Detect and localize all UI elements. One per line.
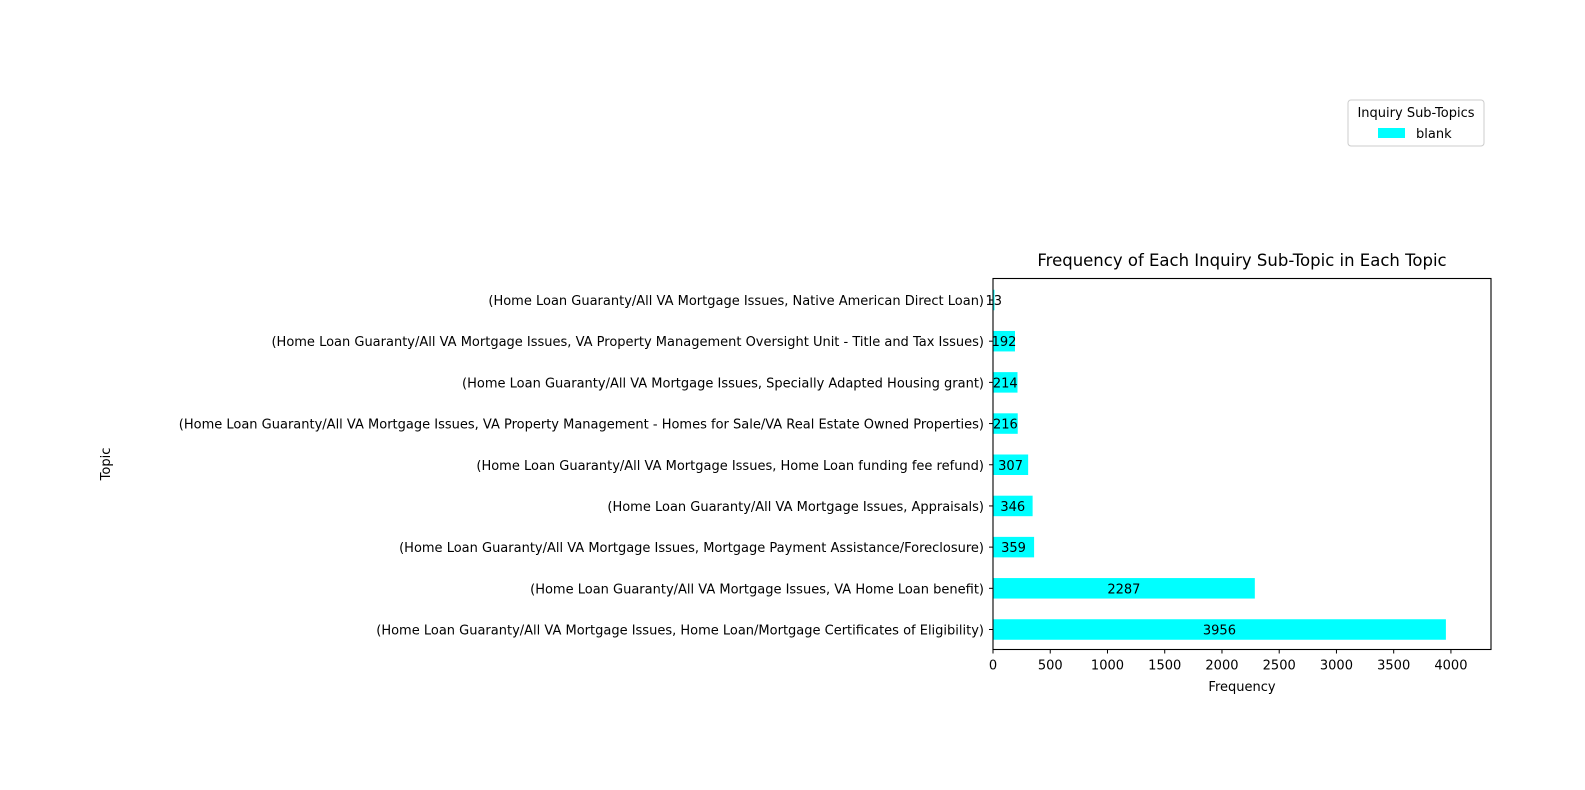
y-tick-label: (Home Loan Guaranty/All VA Mortgage Issu…	[530, 582, 984, 597]
y-tick-label: (Home Loan Guaranty/All VA Mortgage Issu…	[179, 418, 984, 433]
x-tick-label: 1500	[1148, 659, 1181, 674]
bar	[993, 372, 1018, 393]
x-tick-label: 500	[1038, 659, 1063, 674]
y-tick-label: (Home Loan Guaranty/All VA Mortgage Issu…	[476, 459, 984, 474]
x-tick-label: 2500	[1263, 659, 1296, 674]
y-axis: (Home Loan Guaranty/All VA Mortgage Issu…	[179, 294, 993, 639]
bar-value-label: 307	[998, 459, 1023, 474]
bar-value-label: 359	[1001, 541, 1026, 556]
y-tick-label: (Home Loan Guaranty/All VA Mortgage Issu…	[462, 376, 984, 391]
bar-value-label: 346	[1000, 500, 1025, 515]
bar	[993, 413, 1018, 434]
x-axis: 0 500 1000 1500 2000 2500 3000 3500 4000	[989, 649, 1467, 674]
bars-layer: 3956 2287 359 346 307 216 214 192 13	[985, 289, 1446, 640]
legend-entry-blank: blank	[1416, 127, 1452, 142]
bar	[993, 454, 1029, 475]
bar-value-label: 3956	[1203, 624, 1236, 639]
bar-value-label: 192	[992, 335, 1017, 350]
x-axis-label: Frequency	[1208, 680, 1275, 695]
plot-frame	[992, 277, 1492, 651]
x-tick-label: 1000	[1091, 659, 1124, 674]
y-tick-label: (Home Loan Guaranty/All VA Mortgage Issu…	[399, 541, 984, 556]
x-tick-label: 4000	[1434, 659, 1467, 674]
y-tick-label: (Home Loan Guaranty/All VA Mortgage Issu…	[607, 500, 984, 515]
x-tick-label: 3000	[1320, 659, 1353, 674]
y-axis-label: Topic	[99, 448, 114, 482]
bar	[993, 495, 1033, 517]
legend-title: Inquiry Sub-Topics	[1357, 106, 1474, 121]
y-tick-label: (Home Loan Guaranty/All VA Mortgage Issu…	[376, 624, 984, 639]
y-tick-label: (Home Loan Guaranty/All VA Mortgage Issu…	[488, 294, 984, 309]
legend: Inquiry Sub-Topics blank	[1347, 99, 1485, 147]
bar	[993, 619, 1446, 640]
x-tick-label: 0	[989, 659, 997, 674]
x-tick-label: 2000	[1205, 659, 1238, 674]
bar-value-label: 2287	[1107, 582, 1140, 597]
bar	[993, 289, 995, 311]
bar	[993, 536, 1035, 558]
bar	[993, 330, 1015, 352]
y-tick-label: (Home Loan Guaranty/All VA Mortgage Issu…	[271, 335, 984, 350]
chart-title: Frequency of Each Inquiry Sub-Topic in E…	[1037, 251, 1446, 270]
bar	[993, 578, 1255, 599]
bar-value-label: 214	[993, 376, 1018, 391]
bar-value-label: 13	[985, 294, 1002, 309]
legend-swatch-blank	[1378, 128, 1405, 138]
bar-value-label: 216	[993, 418, 1018, 433]
x-tick-label: 3500	[1377, 659, 1410, 674]
